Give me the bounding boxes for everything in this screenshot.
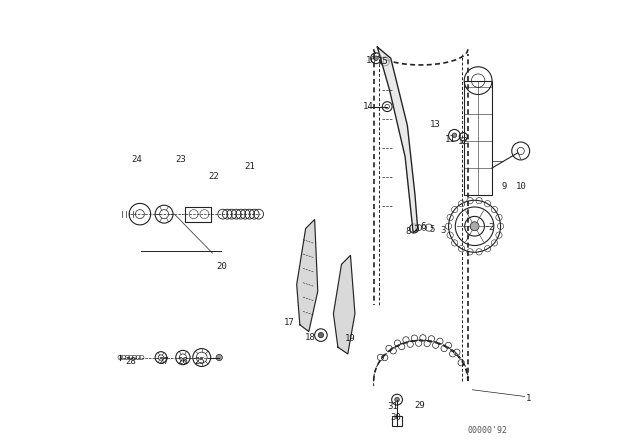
Text: 5: 5	[429, 225, 435, 234]
Bar	[464, 81, 492, 195]
Text: 16: 16	[366, 56, 377, 65]
Circle shape	[374, 56, 378, 60]
Bar	[185, 207, 211, 222]
Text: 00000'92: 00000'92	[468, 426, 508, 435]
Text: 12: 12	[458, 137, 468, 146]
Text: 30: 30	[390, 413, 401, 422]
Text: 11: 11	[445, 135, 455, 144]
Bar	[392, 416, 403, 426]
Circle shape	[470, 222, 479, 231]
Text: 15: 15	[378, 57, 389, 66]
Text: 10: 10	[516, 182, 527, 191]
Circle shape	[216, 354, 222, 361]
Text: 3: 3	[440, 226, 446, 235]
Text: 23: 23	[176, 155, 186, 164]
Text: 24: 24	[131, 155, 141, 164]
Text: 27: 27	[158, 358, 168, 366]
Text: 26: 26	[177, 358, 188, 366]
Text: 6: 6	[420, 222, 426, 231]
Text: 8: 8	[406, 227, 411, 236]
Text: 25: 25	[195, 358, 205, 366]
Text: 13: 13	[430, 120, 440, 129]
Text: 19: 19	[345, 334, 355, 343]
Text: 31: 31	[388, 402, 398, 411]
Text: 2: 2	[488, 223, 494, 232]
Text: 14: 14	[363, 102, 374, 111]
Polygon shape	[378, 47, 418, 233]
Polygon shape	[333, 255, 355, 354]
Circle shape	[395, 397, 399, 402]
Text: 7: 7	[413, 225, 419, 234]
Text: 1: 1	[525, 394, 531, 403]
Polygon shape	[297, 220, 317, 332]
Text: 29: 29	[414, 401, 425, 410]
Text: 21: 21	[244, 162, 255, 171]
Circle shape	[318, 332, 324, 338]
Text: 22: 22	[209, 172, 219, 181]
Circle shape	[452, 133, 457, 138]
Text: 20: 20	[216, 262, 227, 271]
Text: 28: 28	[125, 358, 136, 366]
Text: 18: 18	[305, 333, 316, 342]
Text: 17: 17	[284, 318, 295, 327]
Text: 9: 9	[502, 182, 508, 191]
